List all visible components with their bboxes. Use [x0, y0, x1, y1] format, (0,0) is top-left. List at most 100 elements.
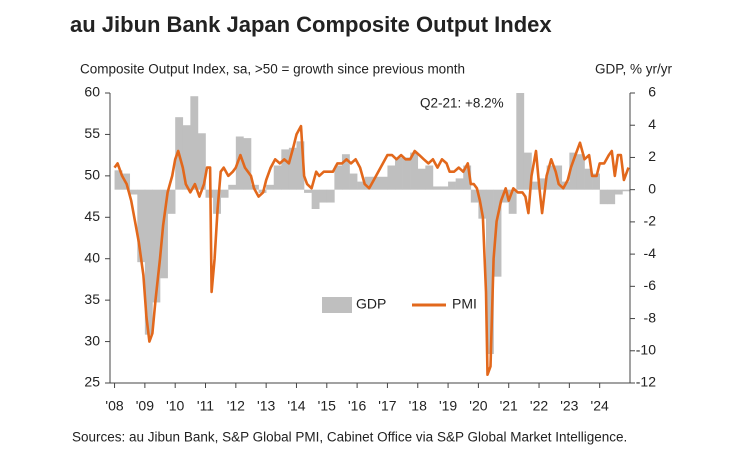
x-tick-label: '22: [530, 398, 548, 414]
bar: [266, 184, 275, 190]
bar: [167, 189, 176, 214]
bar: [410, 152, 419, 190]
bar: [190, 96, 199, 190]
x-tick-label: '16: [348, 398, 366, 414]
x-tick-label: '17: [378, 398, 396, 414]
x-tick-label: '13: [257, 398, 275, 414]
bar: [273, 165, 282, 190]
x-tick-label: '09: [136, 398, 154, 414]
bar: [531, 181, 540, 190]
y-tick-label: 55: [84, 125, 100, 141]
bar: [485, 189, 494, 354]
bar: [569, 152, 578, 190]
x-tick-label: '21: [500, 398, 518, 414]
legend-label: GDP: [356, 296, 386, 312]
bar: [319, 189, 328, 203]
bar: [228, 184, 237, 190]
bar: [129, 189, 138, 195]
x-tick-label: '20: [469, 398, 487, 414]
bar: [235, 136, 244, 190]
x-tick-label: '12: [227, 398, 245, 414]
bar: [372, 176, 381, 190]
x-tick-label: '18: [409, 398, 427, 414]
legend-swatch: [322, 297, 352, 313]
y2-tick-label: 0: [648, 180, 656, 196]
x-tick-label: '15: [318, 398, 336, 414]
y-tick-label: 40: [84, 249, 100, 265]
bar: [281, 149, 290, 190]
y2-tick-label: -4: [644, 245, 657, 261]
x-tick-label: '10: [166, 398, 184, 414]
bar: [470, 189, 479, 203]
bar: [182, 125, 191, 190]
y2-tick-label: -10: [636, 341, 656, 357]
bar: [341, 154, 350, 190]
y-tick-label: 35: [84, 291, 100, 307]
bar: [379, 176, 388, 190]
source-note: Sources: au Jibun Bank, S&P Global PMI, …: [72, 430, 627, 445]
annotation: Q2-21: +8.2%: [420, 96, 504, 111]
chart-title: au Jibun Bank Japan Composite Output Ind…: [70, 12, 552, 37]
bar-group: [114, 93, 630, 354]
bar: [599, 189, 608, 205]
x-tick-label: '11: [197, 398, 214, 414]
y2-tick-label: 2: [648, 148, 656, 164]
bar: [622, 189, 630, 192]
bar: [440, 186, 449, 190]
bar: [539, 178, 547, 190]
bar: [584, 168, 593, 190]
bar: [448, 181, 456, 190]
bar: [402, 157, 411, 190]
x-tick-label: '23: [560, 398, 578, 414]
y2-tick-label: -6: [644, 277, 657, 293]
y-tick-label: 45: [84, 208, 100, 224]
bar: [220, 189, 229, 198]
bar: [152, 189, 161, 303]
bar: [592, 173, 600, 190]
bar: [387, 165, 396, 190]
y2-tick-label: 6: [648, 84, 656, 100]
bar: [425, 165, 434, 190]
bar: [463, 165, 472, 190]
x-tick-label: '19: [439, 398, 457, 414]
y-tick-label: 50: [84, 167, 100, 183]
bar: [614, 189, 623, 195]
bar: [576, 154, 585, 190]
bar: [349, 173, 358, 190]
bar: [508, 189, 517, 214]
y2-tick-label: 4: [648, 116, 656, 132]
y2-tick-label: -12: [636, 374, 656, 390]
x-tick-label: '08: [105, 398, 123, 414]
y-tick-label: 30: [84, 332, 100, 348]
bar: [197, 133, 206, 190]
bar: [296, 141, 305, 190]
bar: [311, 189, 320, 209]
bar: [114, 170, 123, 190]
bar: [243, 138, 252, 190]
y-tick-label: 60: [84, 84, 100, 100]
bar: [501, 189, 510, 203]
bar: [432, 186, 441, 190]
bar: [137, 189, 146, 263]
bar: [364, 176, 373, 190]
bar: [417, 168, 426, 190]
chart-subtitle: Composite Output Index, sa, >50 = growth…: [80, 62, 465, 77]
bar: [160, 189, 168, 279]
bar: [304, 189, 312, 193]
bar: [478, 189, 487, 219]
bar: [607, 189, 616, 205]
line-group: [113, 124, 630, 376]
y-tick-label: 25: [84, 374, 100, 390]
bar: [288, 147, 297, 190]
bar: [493, 189, 502, 277]
pmi-line: [113, 124, 630, 376]
legend-label: PMI: [452, 296, 477, 312]
bar: [334, 165, 343, 190]
x-tick-label: '14: [287, 398, 305, 414]
bar: [455, 178, 464, 190]
bar: [523, 152, 532, 190]
y2-tick-label: -8: [644, 309, 657, 325]
bar: [546, 165, 555, 190]
y2-tick-label: -2: [644, 213, 657, 229]
